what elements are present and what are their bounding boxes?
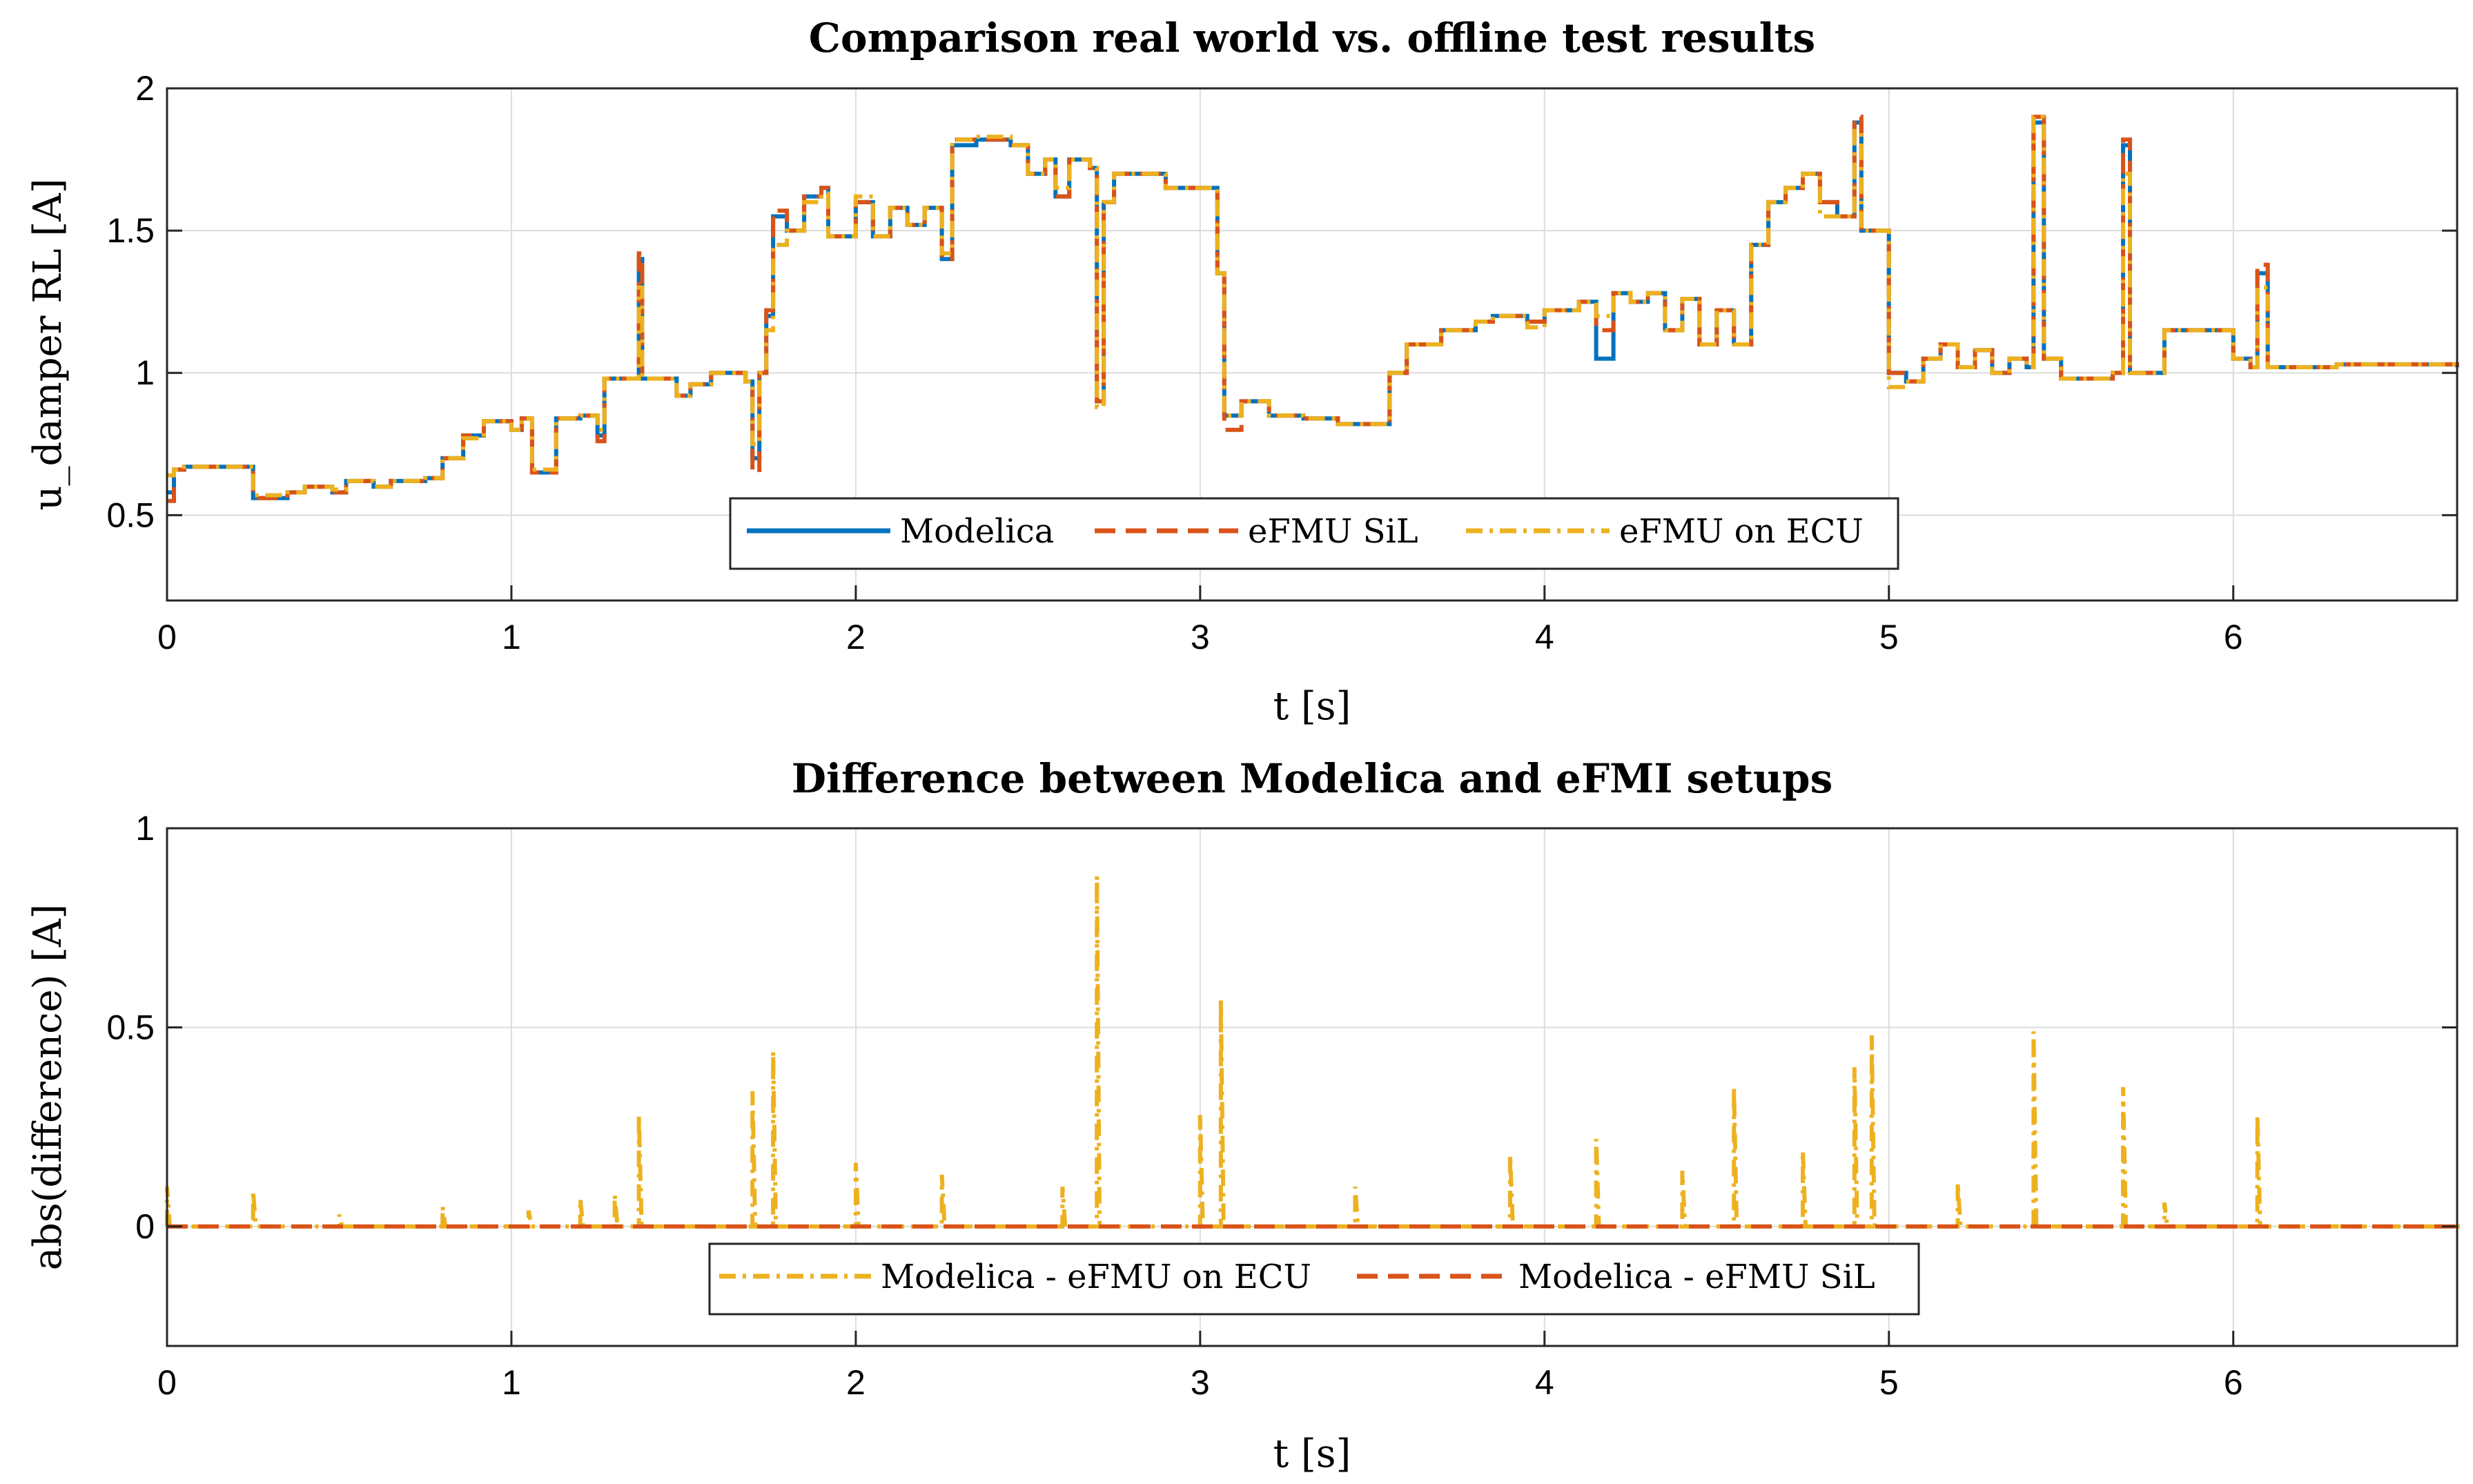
y-tick-label: 0	[135, 1207, 155, 1246]
legend-label-efmu-ecu: eFMU on ECU	[1619, 512, 1864, 551]
x-tick-label: 0	[157, 618, 177, 656]
x-tick-label: 3	[1191, 618, 1210, 656]
bottom-series-group	[165, 876, 2460, 1229]
x-tick-label: 2	[846, 1363, 866, 1402]
bottom-tick-labels: 0 1 2 3 4 5 6 0 0.5 1	[106, 809, 2457, 1402]
bottom-x-axis-label: t [s]	[1273, 1432, 1351, 1476]
y-tick-label: 1	[135, 353, 155, 392]
x-tick-label: 5	[1879, 618, 1899, 656]
legend-label-efmu-sil: eFMU SiL	[1248, 512, 1418, 551]
y-tick-label: 1	[135, 809, 155, 848]
x-tick-label: 1	[502, 1363, 521, 1402]
x-tick-label: 0	[157, 1363, 177, 1402]
y-tick-label: 2	[135, 69, 155, 108]
y-tick-label: 0.5	[106, 496, 155, 534]
bottom-legend: Modelica - eFMU on ECU Modelica - eFMU S…	[708, 1242, 1920, 1316]
top-series-group	[167, 115, 2459, 503]
top-axes-box	[166, 87, 2459, 602]
top-y-axis-label: u_damper RL [A]	[26, 178, 70, 510]
x-tick-label: 4	[1535, 1363, 1554, 1402]
top-x-axis-label: t [s]	[1273, 684, 1351, 729]
top-chart: 0 1 2 3 4 5 6 0.5 1 1.5 2 Comparison real world vs…	[26, 14, 2459, 729]
legend-label-diff-sil: Modelica - eFMU SiL	[1518, 1258, 1875, 1296]
series-line-modelica-efmu-on-ecu	[165, 876, 2460, 1229]
y-tick-label: 0.5	[106, 1008, 155, 1046]
top-tick-labels: 0 1 2 3 4 5 6 0.5 1 1.5 2	[106, 69, 2457, 656]
bottom-legend-box	[708, 1242, 1920, 1316]
legend-label-modelica: Modelica	[900, 512, 1054, 551]
x-tick-label: 6	[2224, 618, 2243, 656]
top-chart-title: Comparison real world vs. offline test r…	[809, 14, 1815, 61]
x-tick-label: 5	[1879, 1363, 1899, 1402]
top-legend: Modelica eFMU SiL eFMU on ECU	[729, 497, 1899, 570]
legend-label-diff-ecu: Modelica - eFMU on ECU	[881, 1258, 1311, 1296]
bottom-chart: 0 1 2 3 4 5 6 0 0.5 1 Difference between Modelica…	[26, 755, 2460, 1476]
top-gridlines	[167, 88, 2457, 601]
x-tick-label: 1	[502, 618, 521, 656]
series-line-efmu-on-ecu	[167, 115, 2459, 498]
x-tick-label: 4	[1535, 618, 1554, 656]
x-tick-label: 3	[1191, 1363, 1210, 1402]
top-legend-box	[729, 497, 1899, 570]
x-tick-label: 2	[846, 618, 866, 656]
y-tick-label: 1.5	[106, 211, 155, 250]
x-tick-label: 6	[2224, 1363, 2243, 1402]
bottom-axes-box	[166, 827, 2459, 1347]
bottom-y-axis-label: abs(difference) [A]	[26, 904, 70, 1271]
bottom-chart-title: Difference between Modelica and eFMI set…	[792, 755, 1833, 802]
